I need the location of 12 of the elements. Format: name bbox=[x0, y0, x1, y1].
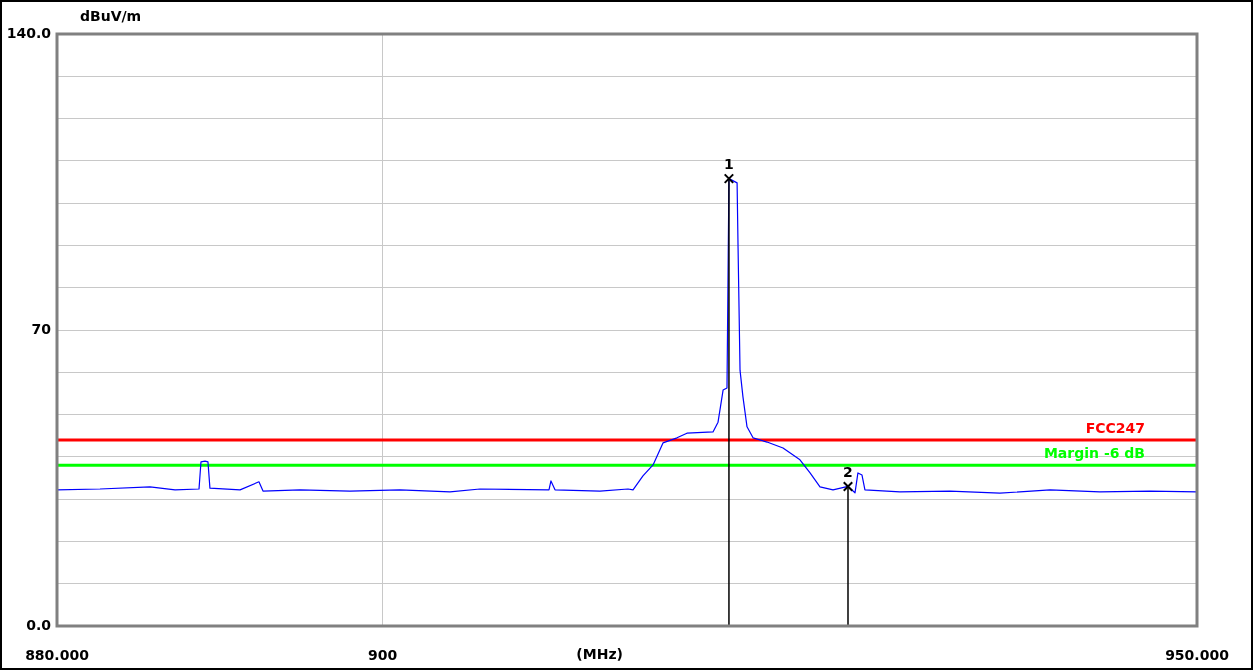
x-axis-title: (MHz) bbox=[576, 645, 623, 662]
ref-line-label: Margin -6 dB bbox=[1043, 444, 1145, 461]
x-tick-label: 900 bbox=[368, 647, 398, 664]
y-tick-label: 70 bbox=[31, 320, 52, 337]
annotation: 1 bbox=[724, 156, 734, 173]
x-tick-label: 880.000 bbox=[25, 647, 90, 664]
y-tick-label: 0.0 bbox=[26, 616, 52, 633]
annotation: 2 bbox=[843, 464, 853, 481]
y-tick-label: 140.0 bbox=[6, 24, 52, 41]
y-axis-title: dBuV/m bbox=[80, 7, 142, 24]
ref-line-label: FCC247 bbox=[1085, 419, 1145, 436]
x-tick-label: 950.000 bbox=[1165, 647, 1230, 664]
